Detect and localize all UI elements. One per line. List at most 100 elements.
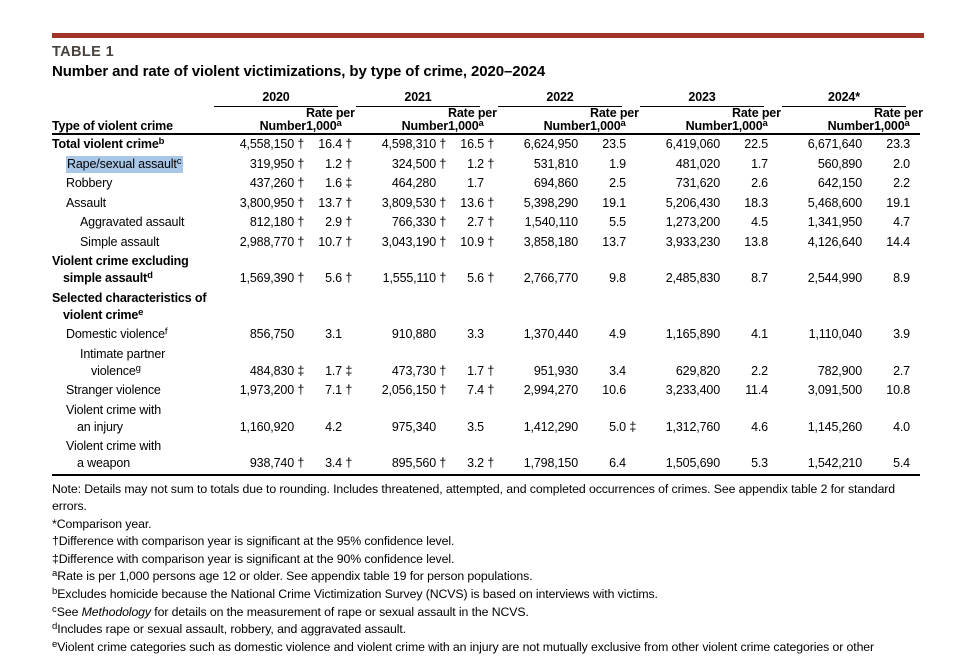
accent-bar: [52, 33, 924, 38]
row-label-line: Robbery: [52, 175, 210, 192]
row-label-cell: Domestic violencef: [52, 325, 210, 345]
number-cell: 3,233,400: [665, 383, 720, 397]
rate-cell: 18.3: [744, 195, 768, 210]
number-cell: 1,273,200: [665, 215, 720, 229]
table-row: Selected characteristics of violent crime…: [52, 289, 920, 326]
table-row: Aggravated assault 812,180 † 2.9 † 766,330 …: [52, 213, 920, 233]
type-of-crime-header: Type of violent crime: [52, 107, 210, 135]
rate-cell: 2.9 †: [325, 215, 353, 229]
rate-cell: 4.7: [893, 215, 910, 229]
number-cell: 642,150: [817, 176, 862, 190]
row-label-cell: Robbery: [52, 174, 210, 194]
rate-cell: 5.6 †: [325, 271, 353, 285]
rate-cell: 2.7 †: [467, 215, 495, 229]
footnote: ‡Difference with comparison year is sign…: [52, 551, 455, 566]
year-group-header: 2020: [210, 89, 352, 107]
number-cell: 1,412,290: [523, 419, 578, 434]
empty-cell: [874, 289, 920, 326]
report-table-section: TABLE 1 Number and rate of violent victi…: [52, 33, 924, 656]
superscript-note-letter: f: [164, 326, 168, 337]
year-group-header: 2022: [494, 89, 636, 107]
footnote: Note: Details may not sum to totals due …: [52, 481, 896, 514]
rate-cell: 19.1: [602, 195, 626, 210]
number-cell: 5,398,290: [523, 195, 578, 210]
table-title: Number and rate of violent victimization…: [52, 63, 546, 80]
row-label-text: Violent crime with: [66, 402, 162, 417]
table-row: Violent crime with a weapon 938,740 † 3.4 †…: [52, 437, 920, 476]
footnote: aRate is per 1,000 persons age 12 or old…: [52, 568, 533, 584]
number-cell: 473,730 †: [391, 363, 447, 378]
rate-cell: 1.7 ‡: [325, 363, 353, 378]
row-label-text: Violent crime excluding: [52, 254, 189, 268]
footnote: eViolent crime categories such as domest…: [52, 638, 875, 654]
rate-column-header: Rate per 1,000a: [732, 106, 781, 135]
footnote: cSee Methodology for details on the meas…: [52, 603, 529, 619]
row-label-cell: Simple assault: [52, 233, 210, 253]
year-group-header: 2021: [352, 89, 494, 107]
rate-cell: 6.4: [590, 437, 636, 476]
row-label-text: Intimate partner: [80, 346, 166, 361]
number-cell: 5,468,600: [807, 195, 862, 210]
footnote: bExcludes homicide because the National …: [52, 586, 658, 602]
row-label-text: Violent crime with: [66, 439, 162, 453]
rate-cell: 23.5: [602, 137, 626, 151]
rate-cell: 5.5: [609, 215, 626, 229]
number-cell: 1,505,690: [636, 437, 732, 476]
rate-cell: 7.1 †: [325, 383, 353, 397]
rate-cell: 10.8: [886, 383, 910, 397]
rate-cell: 3.9: [893, 327, 910, 341]
row-label-cell: Intimate partner violenceg: [52, 345, 210, 382]
table-row: Stranger violence 1,973,200 † 7.1 † 2,056,1…: [52, 381, 920, 401]
row-label-text: simple assaultd: [63, 270, 153, 285]
rate-cell: 4.6: [751, 419, 768, 434]
table-row: Assault 3,800,950 † 13.7 † 3,809,530 † 13.6 …: [52, 194, 920, 214]
number-cell: 1,165,890: [665, 327, 720, 341]
rate-cell: 3.2 †: [448, 437, 494, 476]
number-cell: 694,860: [533, 176, 578, 190]
table-row: Simple assault 2,988,770 † 10.7 † 3,043,190…: [52, 233, 920, 253]
rate-cell: 8.7: [751, 271, 768, 285]
number-cell: 2,988,770 †: [239, 234, 305, 249]
table-body: Total violent crimeb 4,558,150 † 16.4 † 4,5…: [52, 134, 920, 476]
number-cell: 3,091,500: [807, 383, 862, 397]
row-label-cell: Selected characteristics of violent crime…: [52, 289, 210, 326]
row-label-text: Simple assault: [80, 234, 160, 249]
number-cell: 481,020: [675, 156, 720, 171]
year-group-header: 2023: [636, 89, 778, 107]
row-label-cell: Stranger violence: [52, 381, 210, 401]
rate-cell: 1.2 †: [467, 156, 495, 171]
row-label-line: Violent crime with: [52, 402, 210, 419]
number-cell: 975,340: [391, 419, 436, 434]
superscript-note-letter: d: [52, 621, 58, 633]
header-spacer: [52, 89, 210, 107]
table-row: Violent crime with an injury 1,160,920 4.2 9…: [52, 401, 920, 438]
number-cell: 951,930: [533, 363, 578, 378]
row-label-line: Aggravated assault: [52, 214, 210, 231]
number-cell: 910,880: [391, 327, 436, 341]
number-cell: 531,810: [533, 156, 578, 171]
number-cell: 6,624,950: [523, 137, 578, 151]
empty-cell: [306, 289, 352, 326]
table-row: Total violent crimeb 4,558,150 † 16.4 † 4,5…: [52, 134, 920, 155]
rate-cell: 10.6: [602, 383, 626, 397]
rate-cell: 1.7: [467, 176, 484, 190]
rate-cell: 10.7 †: [318, 234, 353, 249]
rate-cell: 13.7: [602, 234, 626, 249]
row-label-line: Assault: [52, 195, 210, 212]
year-label: 2024*: [782, 89, 906, 107]
rate-cell: 2.2: [751, 363, 768, 378]
rate-column-header: Rate per 1,000a: [590, 106, 639, 135]
rate-cell: 3.3: [467, 327, 484, 341]
number-cell: 629,820: [675, 363, 720, 378]
rate-cell: 4.9: [609, 327, 626, 341]
number-cell: 3,858,180: [523, 234, 578, 249]
rate-cell: 4.0: [893, 419, 910, 434]
rate-cell: 3.1: [325, 327, 342, 341]
row-label-text: Stranger violence: [66, 383, 161, 397]
number-cell: 1,312,760: [665, 419, 720, 434]
rate-cell: 4.1: [751, 327, 768, 341]
row-label-cell: Total violent crimeb: [52, 134, 210, 155]
year-group-header: 2024*: [778, 89, 920, 107]
row-label-text: violenceg: [91, 362, 141, 378]
row-label-text: an injury: [77, 419, 123, 434]
